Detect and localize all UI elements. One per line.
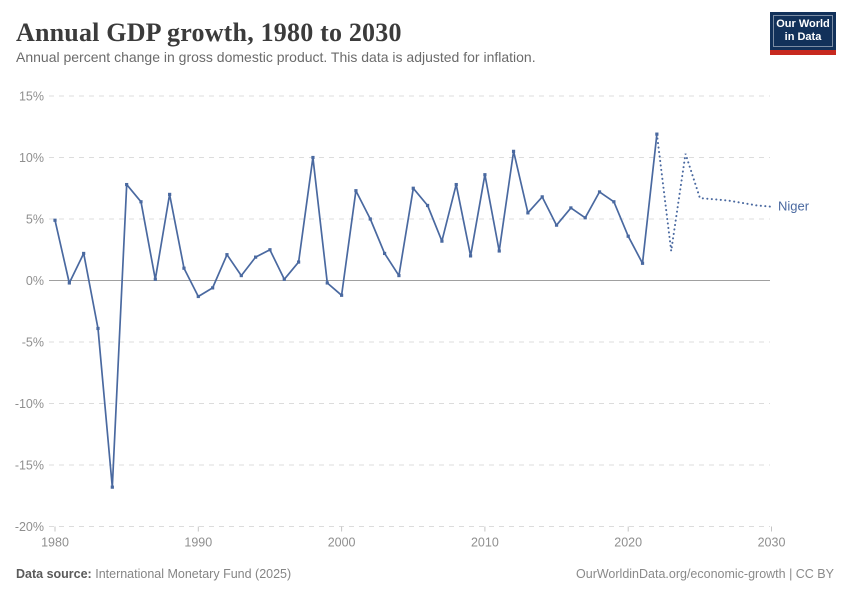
data-point-marker[interactable]	[454, 182, 458, 187]
data-point-marker[interactable]	[655, 132, 659, 136]
y-axis-label: -15%	[15, 459, 44, 473]
data-point-marker[interactable]	[411, 186, 415, 190]
y-axis-label: 0%	[26, 274, 44, 288]
chart-subtitle: Annual percent change in gross domestic …	[16, 49, 536, 65]
chart-footer: Data source: International Monetary Fund…	[16, 567, 834, 581]
footer-license-link[interactable]: OurWorldinData.org/economic-growth | CC …	[576, 567, 834, 581]
data-point-marker[interactable]	[282, 277, 286, 281]
owid-logo-text-line2: in Data	[784, 31, 822, 43]
data-point-marker[interactable]	[239, 273, 243, 278]
owid-logo-text-line1: Our World	[776, 18, 830, 30]
data-source: Data source: International Monetary Fund…	[16, 567, 291, 581]
y-axis-label: -20%	[15, 520, 44, 534]
x-axis-label: 2010	[471, 536, 499, 550]
data-point-marker[interactable]	[297, 260, 301, 264]
data-point-marker[interactable]	[211, 286, 215, 290]
y-axis-label: -10%	[15, 397, 44, 411]
data-source-text: International Monetary Fund (2025)	[95, 567, 292, 581]
data-point-marker[interactable]	[440, 239, 444, 243]
data-point-marker[interactable]	[569, 206, 573, 210]
data-point-marker[interactable]	[182, 266, 186, 270]
data-point-marker[interactable]	[612, 200, 616, 204]
x-axis-label: 2020	[614, 536, 642, 550]
data-point-marker[interactable]	[225, 253, 229, 257]
data-point-marker[interactable]	[340, 293, 344, 297]
data-point-marker[interactable]	[53, 218, 57, 222]
y-axis-label: 5%	[26, 213, 44, 227]
data-point-marker[interactable]	[325, 281, 329, 285]
data-source-label: Data source:	[16, 567, 92, 581]
y-axis-label: 15%	[19, 90, 44, 104]
x-axis-label: 1990	[184, 536, 212, 550]
data-point-marker[interactable]	[640, 261, 645, 265]
data-point-marker[interactable]	[597, 190, 602, 194]
gdp-growth-line[interactable]	[54, 134, 658, 488]
data-point-marker[interactable]	[425, 203, 430, 208]
data-point-marker[interactable]	[67, 281, 71, 285]
series-label-niger[interactable]: Niger	[778, 199, 810, 214]
data-point-marker[interactable]	[511, 149, 516, 153]
data-point-marker[interactable]	[268, 248, 272, 252]
y-axis-label: -5%	[22, 336, 44, 350]
data-point-marker[interactable]	[311, 155, 315, 160]
page-title: Annual GDP growth, 1980 to 2030	[16, 18, 402, 47]
data-point-marker[interactable]	[583, 216, 587, 220]
data-point-marker[interactable]	[153, 277, 157, 281]
data-point-marker[interactable]	[540, 195, 544, 199]
data-point-marker[interactable]	[139, 200, 143, 204]
owid-logo[interactable]: Our World in Data	[770, 12, 836, 55]
data-point-marker[interactable]	[626, 234, 630, 238]
data-point-marker[interactable]	[110, 485, 114, 489]
data-point-marker[interactable]	[382, 251, 387, 256]
data-point-marker[interactable]	[368, 217, 372, 221]
data-point-marker[interactable]	[82, 251, 86, 256]
data-point-marker[interactable]	[468, 254, 473, 258]
data-point-marker[interactable]	[554, 223, 559, 227]
x-axis-label: 1980	[41, 536, 69, 550]
y-axis-label: 10%	[19, 151, 44, 165]
gdp-growth-projection-line[interactable]	[655, 133, 773, 252]
data-point-marker[interactable]	[96, 326, 100, 331]
data-point-marker[interactable]	[354, 189, 358, 193]
x-axis-label: 2000	[328, 536, 356, 550]
x-axis-label: 2030	[758, 536, 786, 550]
data-point-marker[interactable]	[196, 294, 200, 299]
data-point-marker[interactable]	[497, 249, 501, 253]
data-point-marker[interactable]	[254, 255, 258, 259]
data-point-marker[interactable]	[397, 273, 401, 278]
data-point-marker[interactable]	[168, 192, 172, 196]
data-point-marker[interactable]	[483, 173, 487, 177]
data-point-marker[interactable]	[526, 211, 530, 215]
owid-logo-inner: Our World in Data	[773, 15, 833, 47]
data-point-marker[interactable]	[125, 182, 129, 187]
